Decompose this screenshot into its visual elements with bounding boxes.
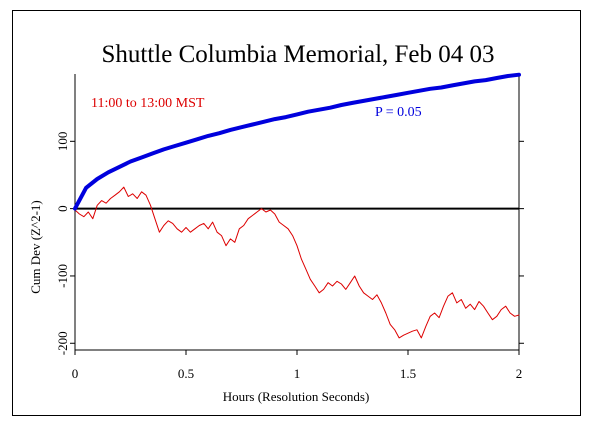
chart-title: Shuttle Columbia Memorial, Feb 04 03 [101, 41, 494, 68]
y-tick-label: -100 [55, 264, 70, 288]
y-tick-label: 0 [55, 205, 70, 212]
x-tick-label: 0.5 [178, 366, 194, 381]
x-axis-label: Hours (Resolution Seconds) [223, 389, 370, 404]
plot-area: 0 0.5 1 1.5 2 -200 -100 0 100 [55, 72, 524, 381]
annotation-time-range: 11:00 to 13:00 MST [91, 96, 205, 111]
x-tick-label: 1 [294, 366, 301, 381]
y-tick-label: -200 [55, 331, 70, 355]
chart-frame [12, 10, 581, 416]
x-tick-label: 0 [72, 366, 79, 381]
annotation-p-value: P = 0.05 [375, 105, 422, 120]
p-value-envelope-line [73, 72, 521, 211]
cumulative-deviation-line [74, 186, 520, 339]
y-axis-label: Cum Dev (Z^2-1) [28, 200, 43, 293]
x-tick-label: 2 [516, 366, 523, 381]
x-tick-label: 1.5 [400, 366, 416, 381]
y-tick-label: 100 [55, 132, 70, 152]
